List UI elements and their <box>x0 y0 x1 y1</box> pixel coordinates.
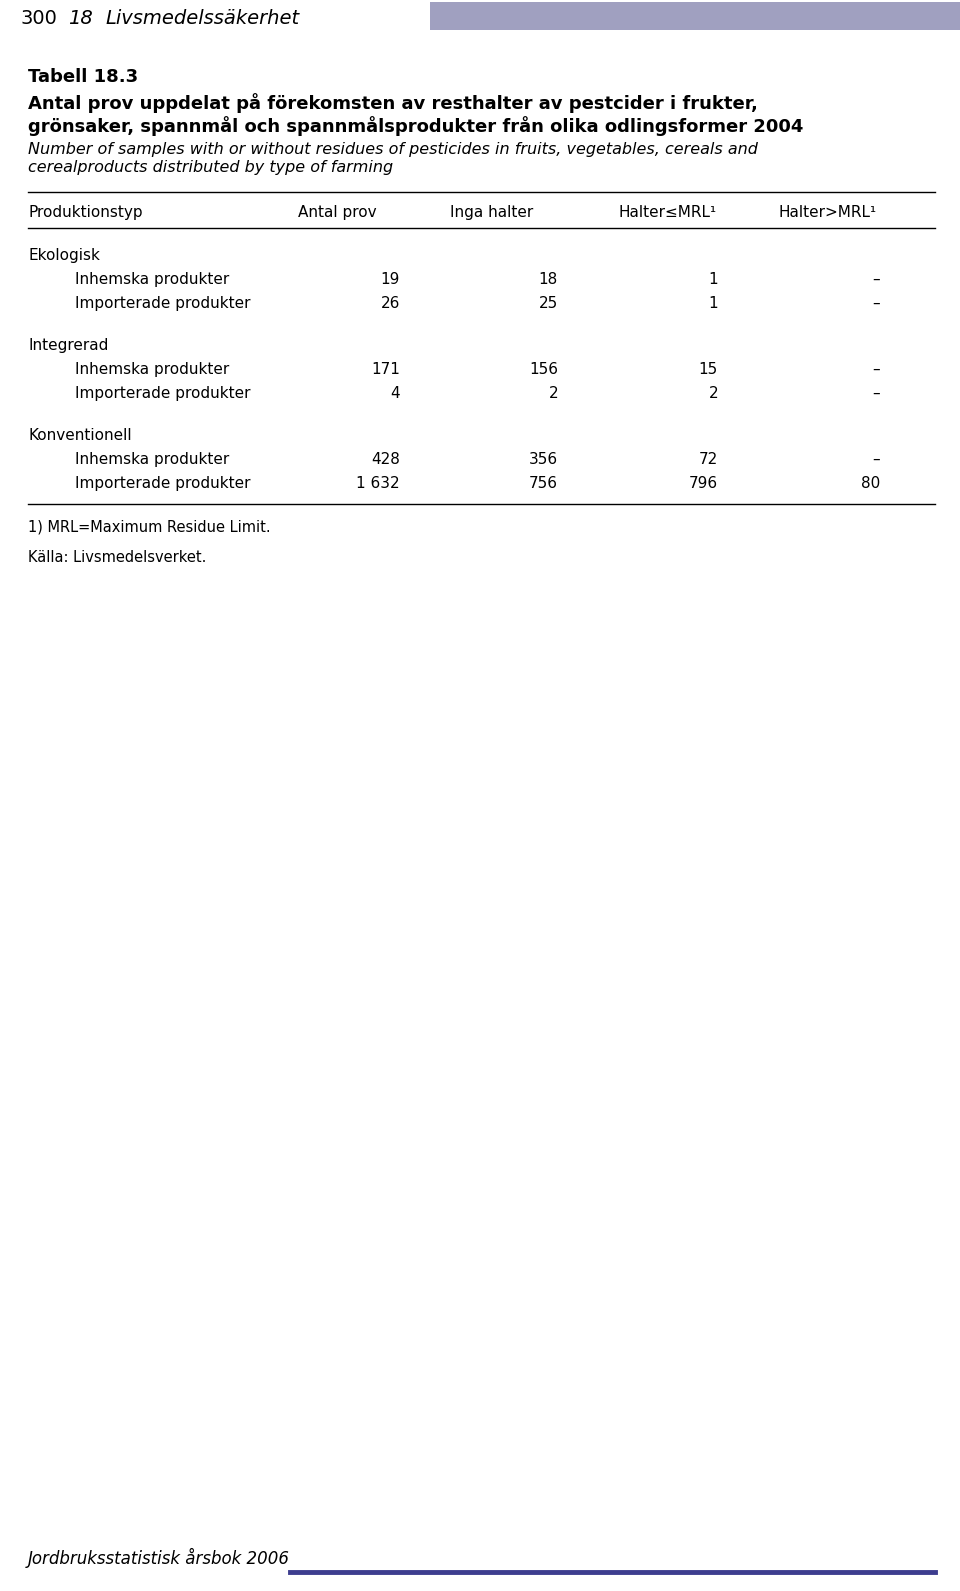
Text: 19: 19 <box>380 272 400 286</box>
Text: Livsmedelssäkerhet: Livsmedelssäkerhet <box>105 8 300 27</box>
Text: grönsaker, spannmål och spannmålsprodukter från olika odlingsformer 2004: grönsaker, spannmål och spannmålsprodukt… <box>28 116 804 135</box>
Text: 1 632: 1 632 <box>356 476 400 492</box>
Text: –: – <box>873 363 880 377</box>
Text: Halter>MRL¹: Halter>MRL¹ <box>778 205 876 220</box>
Text: Integrerad: Integrerad <box>28 337 108 353</box>
Text: 1: 1 <box>708 272 718 286</box>
Text: 756: 756 <box>529 476 558 492</box>
Text: Inhemska produkter: Inhemska produkter <box>75 363 229 377</box>
Text: 171: 171 <box>372 363 400 377</box>
Text: 25: 25 <box>539 296 558 310</box>
Text: 18: 18 <box>68 8 93 27</box>
Text: –: – <box>873 387 880 401</box>
Text: Källa: Livsmedelsverket.: Källa: Livsmedelsverket. <box>28 550 206 565</box>
Text: Inhemska produkter: Inhemska produkter <box>75 452 229 468</box>
Text: Tabell 18.3: Tabell 18.3 <box>28 68 138 86</box>
Text: 18: 18 <box>539 272 558 286</box>
Text: 80: 80 <box>861 476 880 492</box>
Text: –: – <box>873 272 880 286</box>
Text: Konventionell: Konventionell <box>28 428 132 442</box>
Text: 356: 356 <box>529 452 558 468</box>
Text: 4: 4 <box>391 387 400 401</box>
Text: 1: 1 <box>708 296 718 310</box>
Text: 300: 300 <box>20 8 57 27</box>
Text: 156: 156 <box>529 363 558 377</box>
Text: 15: 15 <box>699 363 718 377</box>
Text: cerealproducts distributed by type of farming: cerealproducts distributed by type of fa… <box>28 161 394 175</box>
Text: 26: 26 <box>380 296 400 310</box>
Text: Antal prov: Antal prov <box>298 205 376 220</box>
Text: 428: 428 <box>372 452 400 468</box>
Text: Number of samples with or without residues of pesticides in fruits, vegetables, : Number of samples with or without residu… <box>28 142 757 158</box>
Bar <box>430 2 960 30</box>
Text: Halter≤MRL¹: Halter≤MRL¹ <box>618 205 716 220</box>
Text: –: – <box>873 452 880 468</box>
Text: Importerade produkter: Importerade produkter <box>75 296 251 310</box>
Text: Importerade produkter: Importerade produkter <box>75 387 251 401</box>
Text: Jordbruksstatistisk årsbok 2006: Jordbruksstatistisk årsbok 2006 <box>28 1548 290 1569</box>
Text: 2: 2 <box>708 387 718 401</box>
Text: Produktionstyp: Produktionstyp <box>28 205 143 220</box>
Text: –: – <box>873 296 880 310</box>
Text: Inhemska produkter: Inhemska produkter <box>75 272 229 286</box>
Text: Ekologisk: Ekologisk <box>28 248 100 263</box>
Text: Inga halter: Inga halter <box>450 205 533 220</box>
Text: 1) MRL=Maximum Residue Limit.: 1) MRL=Maximum Residue Limit. <box>28 520 271 535</box>
Text: 72: 72 <box>699 452 718 468</box>
Text: 2: 2 <box>548 387 558 401</box>
Text: Antal prov uppdelat på förekomsten av resthalter av pestcider i frukter,: Antal prov uppdelat på förekomsten av re… <box>28 92 757 113</box>
Text: 796: 796 <box>689 476 718 492</box>
Text: Importerade produkter: Importerade produkter <box>75 476 251 492</box>
